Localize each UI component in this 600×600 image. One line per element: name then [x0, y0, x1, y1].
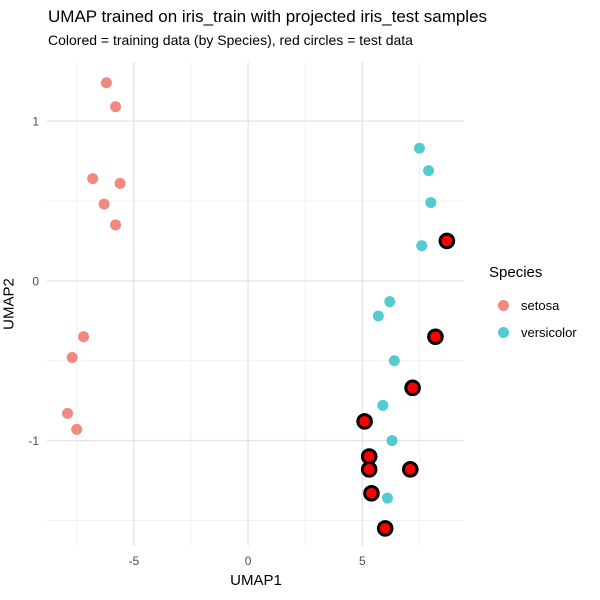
legend-item-versicolor: versicolor [489, 319, 577, 346]
x-axis-title: UMAP1 [230, 572, 282, 589]
axis-tick-label: 5 [359, 554, 366, 568]
legend-label-versicolor: versicolor [521, 325, 577, 340]
chart-subtitle: Colored = training data (by Species), re… [48, 32, 413, 48]
legend-title: Species [489, 264, 543, 281]
data-point-versicolor [425, 197, 437, 209]
data-point-setosa [62, 407, 74, 419]
data-point-test [356, 413, 373, 430]
data-point-test [402, 461, 419, 478]
axis-tick-label: -5 [128, 554, 139, 568]
data-point-versicolor [388, 355, 400, 367]
data-point-setosa [71, 423, 83, 435]
data-point-setosa [114, 177, 126, 189]
data-point-test [427, 328, 444, 346]
data-point-setosa [98, 198, 110, 210]
data-point-setosa [78, 331, 90, 343]
data-point-versicolor [416, 240, 428, 252]
data-point-setosa [100, 77, 112, 89]
data-point-test [376, 520, 394, 537]
axis-tick-label: 0 [245, 554, 252, 568]
legend-dot-setosa-icon [498, 300, 509, 311]
data-point-versicolor [423, 165, 435, 177]
data-point-test [438, 232, 456, 250]
y-axis-title: UMAP2 [0, 278, 18, 330]
data-point-test [360, 461, 378, 478]
data-point-versicolor [377, 399, 389, 411]
data-point-setosa [110, 101, 122, 113]
data-point-setosa [66, 352, 78, 364]
data-point-versicolor [372, 310, 384, 322]
data-point-test [404, 379, 421, 397]
legend-dot-versicolor-icon [498, 327, 509, 338]
data-point-test [363, 484, 380, 502]
data-point-setosa [87, 173, 99, 185]
legend-label-setosa: setosa [521, 298, 560, 313]
legend-item-setosa: setosa [489, 292, 577, 319]
axis-tick-label: 1 [32, 115, 39, 129]
data-point-versicolor [381, 492, 393, 504]
data-point-setosa [110, 219, 122, 231]
data-point-versicolor [413, 142, 425, 154]
data-point-versicolor [386, 435, 398, 447]
axis-tick-label: -1 [28, 434, 39, 448]
data-point-versicolor [384, 296, 396, 308]
legend: Species setosa versicolor [489, 264, 577, 346]
axis-tick-label: 0 [32, 274, 39, 288]
chart-title: UMAP trained on iris_train with projecte… [48, 7, 488, 26]
